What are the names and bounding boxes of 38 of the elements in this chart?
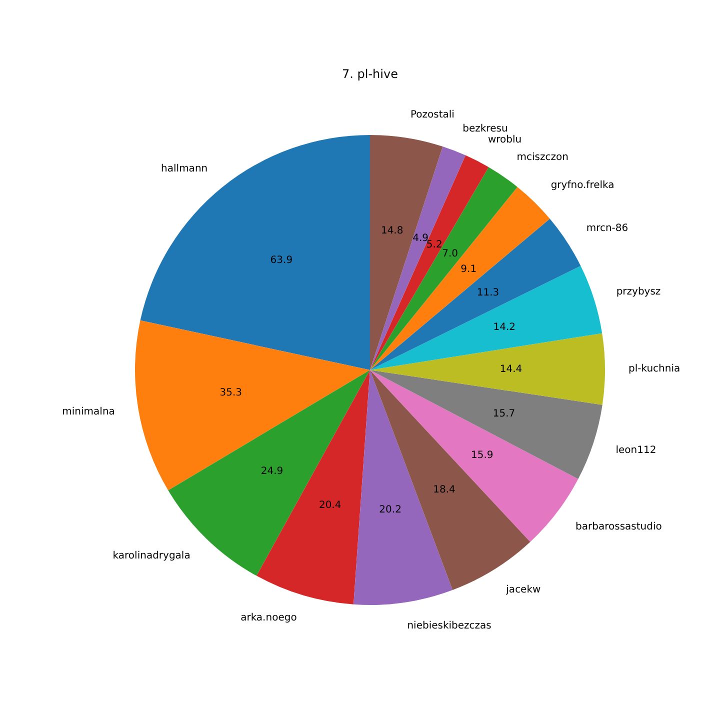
data-label: 14.2 bbox=[493, 322, 516, 333]
slice-label: jacekw bbox=[505, 584, 541, 596]
data-label: 9.1 bbox=[460, 264, 477, 275]
slice-label: niebieskibezczas bbox=[407, 620, 492, 632]
slice-label: Pozostali bbox=[410, 109, 454, 120]
slice-label: arka.noego bbox=[240, 612, 297, 624]
pie-slice bbox=[370, 333, 605, 405]
pie-slice bbox=[256, 370, 370, 604]
slice-label: przybysz bbox=[616, 286, 661, 298]
slice-label: barbarossastudio bbox=[576, 521, 662, 532]
slice-label: mrcn-86 bbox=[586, 223, 628, 234]
slice-label: karolinadrygala bbox=[112, 550, 190, 562]
data-label: 15.9 bbox=[470, 450, 494, 462]
data-label: 63.9 bbox=[270, 255, 293, 266]
slice-label: pl-kuchnia bbox=[628, 364, 680, 375]
slice-label: leon112 bbox=[616, 444, 656, 456]
slice-label: minimalna bbox=[62, 406, 115, 418]
data-label: 24.9 bbox=[260, 466, 284, 478]
slice-label: mciszczon bbox=[516, 152, 568, 163]
slice-label: gryfno.frelka bbox=[550, 180, 614, 192]
slice-label: hallmann bbox=[161, 164, 208, 175]
data-label: 15.7 bbox=[492, 408, 516, 420]
data-label: 7.0 bbox=[442, 248, 458, 260]
chart-title: 7. pl-hive bbox=[342, 67, 398, 81]
data-label: 14.8 bbox=[380, 225, 404, 236]
slice-label: bezkresu bbox=[462, 123, 508, 134]
pie-slice bbox=[370, 370, 602, 480]
pie-slice bbox=[370, 266, 602, 370]
data-label: 35.3 bbox=[220, 388, 242, 399]
data-label: 18.4 bbox=[433, 484, 456, 496]
data-label: 20.2 bbox=[379, 504, 402, 516]
data-label: 11.3 bbox=[476, 288, 500, 299]
data-label: 14.4 bbox=[500, 364, 522, 376]
pie-slice bbox=[370, 135, 443, 370]
data-label: 20.4 bbox=[318, 500, 342, 511]
data-label: 5.2 bbox=[426, 239, 442, 250]
data-label: 4.9 bbox=[412, 233, 428, 244]
slice-label: wroblu bbox=[488, 134, 522, 146]
